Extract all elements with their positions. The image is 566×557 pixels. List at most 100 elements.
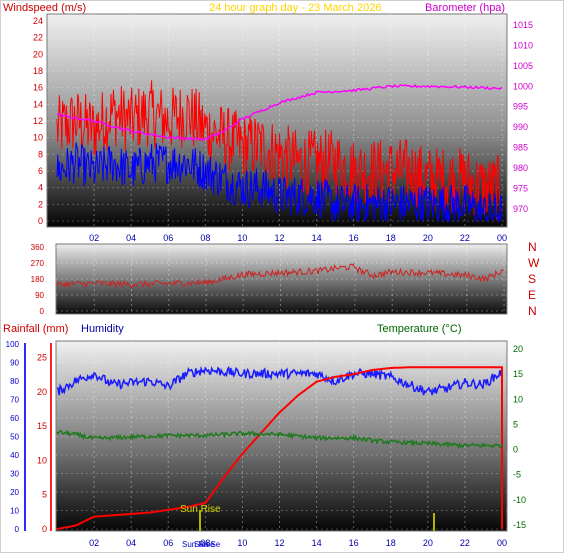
humidity-y-tick-label: 50 — [10, 433, 19, 442]
wind-x-tick-label: 04 — [126, 233, 136, 243]
series-layer — [56, 80, 505, 530]
humidity-y-tick-label: 10 — [10, 507, 19, 516]
rain-x-tick-label: 20 — [423, 538, 433, 548]
barometer-y-tick-label: 990 — [513, 122, 528, 132]
lower-wind-line — [56, 142, 503, 223]
wind-y-tick-label: 6 — [38, 166, 43, 176]
barometer-y-tick-label: 980 — [513, 163, 528, 173]
wind-y-tick-label: 24 — [33, 16, 43, 26]
compass-label-n-bottom: N — [528, 304, 537, 318]
barometer-y-tick-label: 1005 — [513, 61, 533, 71]
humidity-y-tick-label: 0 — [15, 525, 20, 534]
wind-y-tick-label: 10 — [33, 133, 43, 143]
direction-y-tick-label: 270 — [31, 259, 45, 268]
temperature-y-tick-label: 15 — [513, 369, 523, 379]
rain-y-tick-label: 20 — [37, 387, 47, 397]
temperature-y-tick-label: 5 — [513, 419, 518, 429]
rainfall-line — [56, 366, 503, 530]
rain-x-tick-label: 04 — [126, 538, 136, 548]
wind-y-tick-label: 0 — [38, 216, 43, 226]
wind-x-tick-label: 02 — [89, 233, 99, 243]
rain-x-tick-label: 10 — [237, 538, 247, 548]
wind-y-tick-label: 20 — [33, 49, 43, 59]
barometer-y-tick-label: 1015 — [513, 20, 533, 30]
temperature-axis-title: Temperature (°C) — [377, 323, 461, 335]
rain-x-tick-label: 14 — [312, 538, 322, 548]
wind-x-tick-label: 14 — [312, 233, 322, 243]
barometer-y-tick-label: 995 — [513, 102, 528, 112]
barometer-y-tick-label: 970 — [513, 204, 528, 214]
compass-label-e: E — [528, 288, 536, 302]
wind-x-tick-label: 06 — [163, 233, 173, 243]
barometer-y-tick-label: 1000 — [513, 81, 533, 91]
wind-direction-line — [56, 262, 505, 290]
wind-y-tick-label: 12 — [33, 116, 43, 126]
wind-y-tick-label: 4 — [38, 183, 43, 193]
wind-y-tick-label: 22 — [33, 33, 43, 43]
rain-y-tick-label: 25 — [37, 353, 47, 363]
rain-x-tick-label: 22 — [460, 538, 470, 548]
rain-y-tick-label: 0 — [42, 524, 47, 534]
barometer-y-tick-label: 975 — [513, 183, 528, 193]
compass-label-s: S — [528, 272, 536, 286]
tick-labels: 02 04 06 08 10 12 14 16 18 20 22 000246810121416182… — [6, 16, 533, 548]
barometer-y-tick-label: 985 — [513, 143, 528, 153]
windspeed-axis-title: Windspeed (m/s) — [3, 2, 86, 14]
rain-x-tick-label: 06 — [163, 538, 173, 548]
wind-x-tick-label: 12 — [274, 233, 284, 243]
wind-x-tick-label: 18 — [386, 233, 396, 243]
humidity-line — [56, 365, 503, 396]
humidity-y-tick-label: 100 — [6, 340, 20, 349]
sunrise-axis-label: Sun Rise — [182, 540, 215, 549]
humidity-y-tick-label: 70 — [10, 396, 19, 405]
wind-y-tick-label: 8 — [38, 149, 43, 159]
direction-y-tick-label: 360 — [31, 243, 45, 252]
wind-x-tick-label: 10 — [237, 233, 247, 243]
temperature-y-tick-label: 0 — [513, 445, 518, 455]
chart-title: 24 hour graph day - 23 March 2026 — [209, 2, 381, 14]
wind-x-tick-label: 20 — [423, 233, 433, 243]
sunset-axis-label: Sun Se — [194, 540, 221, 549]
wind-y-tick-label: 14 — [33, 99, 43, 109]
temperature-y-tick-label: -10 — [513, 495, 526, 505]
temperature-line — [56, 429, 503, 450]
wind-x-tick-label: 08 — [200, 233, 210, 243]
rain-x-tick-label: 00 — [497, 538, 507, 548]
barometer-y-tick-label: 1010 — [513, 40, 533, 50]
temperature-y-tick-label: 20 — [513, 344, 523, 354]
humidity-y-tick-label: 30 — [10, 470, 19, 479]
wind-y-tick-label: 16 — [33, 83, 43, 93]
wind-x-tick-label: 00 — [497, 233, 507, 243]
rain-y-tick-label: 5 — [42, 490, 47, 500]
humidity-y-tick-label: 20 — [10, 488, 19, 497]
temperature-y-tick-label: -5 — [513, 470, 521, 480]
rain-y-tick-label: 15 — [37, 421, 47, 431]
rain-y-tick-label: 10 — [37, 455, 47, 465]
rain-x-tick-label: 18 — [386, 538, 396, 548]
humidity-y-tick-label: 80 — [10, 377, 19, 386]
rainfall-axis-title: Rainfall (mm) — [3, 323, 68, 335]
humidity-axis-title: Humidity — [81, 323, 124, 335]
direction-y-tick-label: 0 — [40, 307, 45, 316]
humidity-y-tick-label: 60 — [10, 414, 19, 423]
temperature-y-tick-label: -15 — [513, 520, 526, 530]
wind-x-tick-label: 16 — [349, 233, 359, 243]
temperature-y-tick-label: 10 — [513, 394, 523, 404]
humidity-y-tick-label: 40 — [10, 451, 19, 460]
direction-y-tick-label: 180 — [31, 275, 45, 284]
rain-x-tick-label: 12 — [274, 538, 284, 548]
humidity-y-tick-label: 90 — [10, 359, 19, 368]
compass-label-n-top: N — [528, 240, 537, 254]
wind-y-tick-label: 2 — [38, 199, 43, 209]
compass-label-w: W — [528, 256, 540, 270]
rain-x-tick-label: 08 — [200, 538, 210, 548]
rain-x-tick-label: 16 — [349, 538, 359, 548]
direction-plot-area — [55, 243, 508, 315]
direction-y-tick-label: 90 — [35, 291, 44, 300]
rain-x-tick-label: 02 — [89, 538, 99, 548]
wind-y-tick-label: 18 — [33, 66, 43, 76]
wind-x-tick-label: 22 — [460, 233, 470, 243]
sunrise-annotation: Sun Rise — [180, 504, 221, 515]
